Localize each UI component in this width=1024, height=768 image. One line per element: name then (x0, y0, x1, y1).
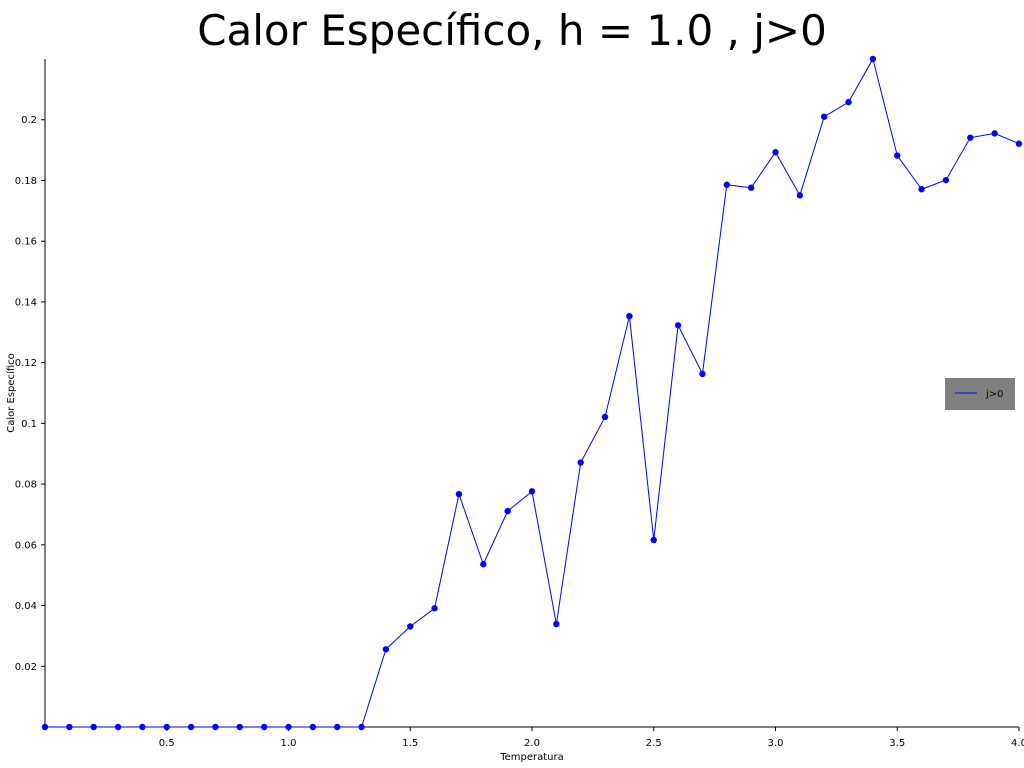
data-point (455, 490, 463, 498)
data-point (139, 723, 146, 731)
data-point (114, 723, 122, 731)
data-point (577, 459, 584, 466)
data-point (991, 130, 998, 137)
data-point (260, 723, 268, 731)
data-point (553, 620, 560, 628)
y-tick-label: 0.08 (15, 480, 37, 491)
data-point (212, 723, 219, 731)
y-tick-label: 0.02 (15, 662, 37, 673)
series-group (41, 55, 1023, 731)
x-tick-label: 3.5 (889, 738, 905, 749)
data-point (747, 184, 755, 191)
data-point (699, 370, 706, 378)
data-point (504, 507, 511, 515)
y-tick-label: 0.04 (15, 601, 37, 612)
y-tick-label: 0.1 (21, 419, 37, 430)
y-axis-label: Calor Específico (5, 353, 17, 433)
data-point (869, 55, 877, 63)
legend: j>0 (945, 378, 1015, 410)
data-point (407, 623, 414, 630)
y-tick-label: 0.06 (15, 540, 37, 551)
data-point (772, 149, 779, 156)
series-line (45, 57, 1020, 728)
data-point (90, 723, 97, 731)
data-point (967, 134, 974, 141)
y-tick-label: 0.16 (15, 237, 37, 248)
data-point (41, 723, 49, 731)
y-tick-label: 0.18 (15, 176, 37, 187)
data-point (601, 413, 609, 421)
data-point (845, 98, 852, 106)
data-point (528, 488, 536, 495)
data-point (674, 322, 682, 329)
data-point (334, 723, 341, 731)
data-point (163, 723, 170, 731)
legend-box (945, 378, 1015, 410)
data-point (821, 113, 828, 120)
data-point (918, 186, 925, 193)
data-point (796, 192, 804, 199)
data-point (309, 723, 317, 731)
x-tick-label: 2.0 (524, 738, 540, 749)
legend-label: j>0 (985, 389, 1004, 400)
data-point (723, 181, 730, 188)
data-point (431, 605, 438, 612)
data-point (942, 176, 950, 184)
x-axis-label: Temperatura (499, 752, 564, 763)
data-point (187, 723, 195, 731)
x-ticks: 0.5 1.0 1.5 2.0 2.5 3.0 3.5 4.0 (159, 727, 1024, 749)
data-point (1015, 140, 1023, 147)
data-point (285, 723, 292, 731)
data-point (626, 312, 633, 320)
data-point (480, 561, 487, 568)
data-point (358, 723, 365, 731)
x-tick-label: 3.0 (768, 738, 784, 749)
data-point (236, 723, 243, 731)
data-point (66, 723, 73, 731)
data-point (382, 646, 390, 653)
x-tick-label: 2.5 (646, 738, 662, 749)
y-tick-label: 0.12 (15, 358, 37, 369)
x-tick-label: 0.5 (159, 738, 175, 749)
y-tick-label: 0.2 (21, 115, 37, 126)
x-tick-label: 1.5 (402, 738, 418, 749)
data-point (650, 536, 657, 544)
data-point (894, 152, 901, 159)
x-tick-label: 1.0 (281, 738, 297, 749)
y-ticks: 0.02 0.04 0.06 0.08 0.1 0.12 0.14 0.16 0.18 0.2 (15, 115, 45, 673)
chart-title: Calor Específico, h = 1.0 , j>0 (197, 6, 827, 55)
x-tick-label: 4.0 (1011, 738, 1024, 749)
y-tick-label: 0.14 (15, 297, 37, 308)
